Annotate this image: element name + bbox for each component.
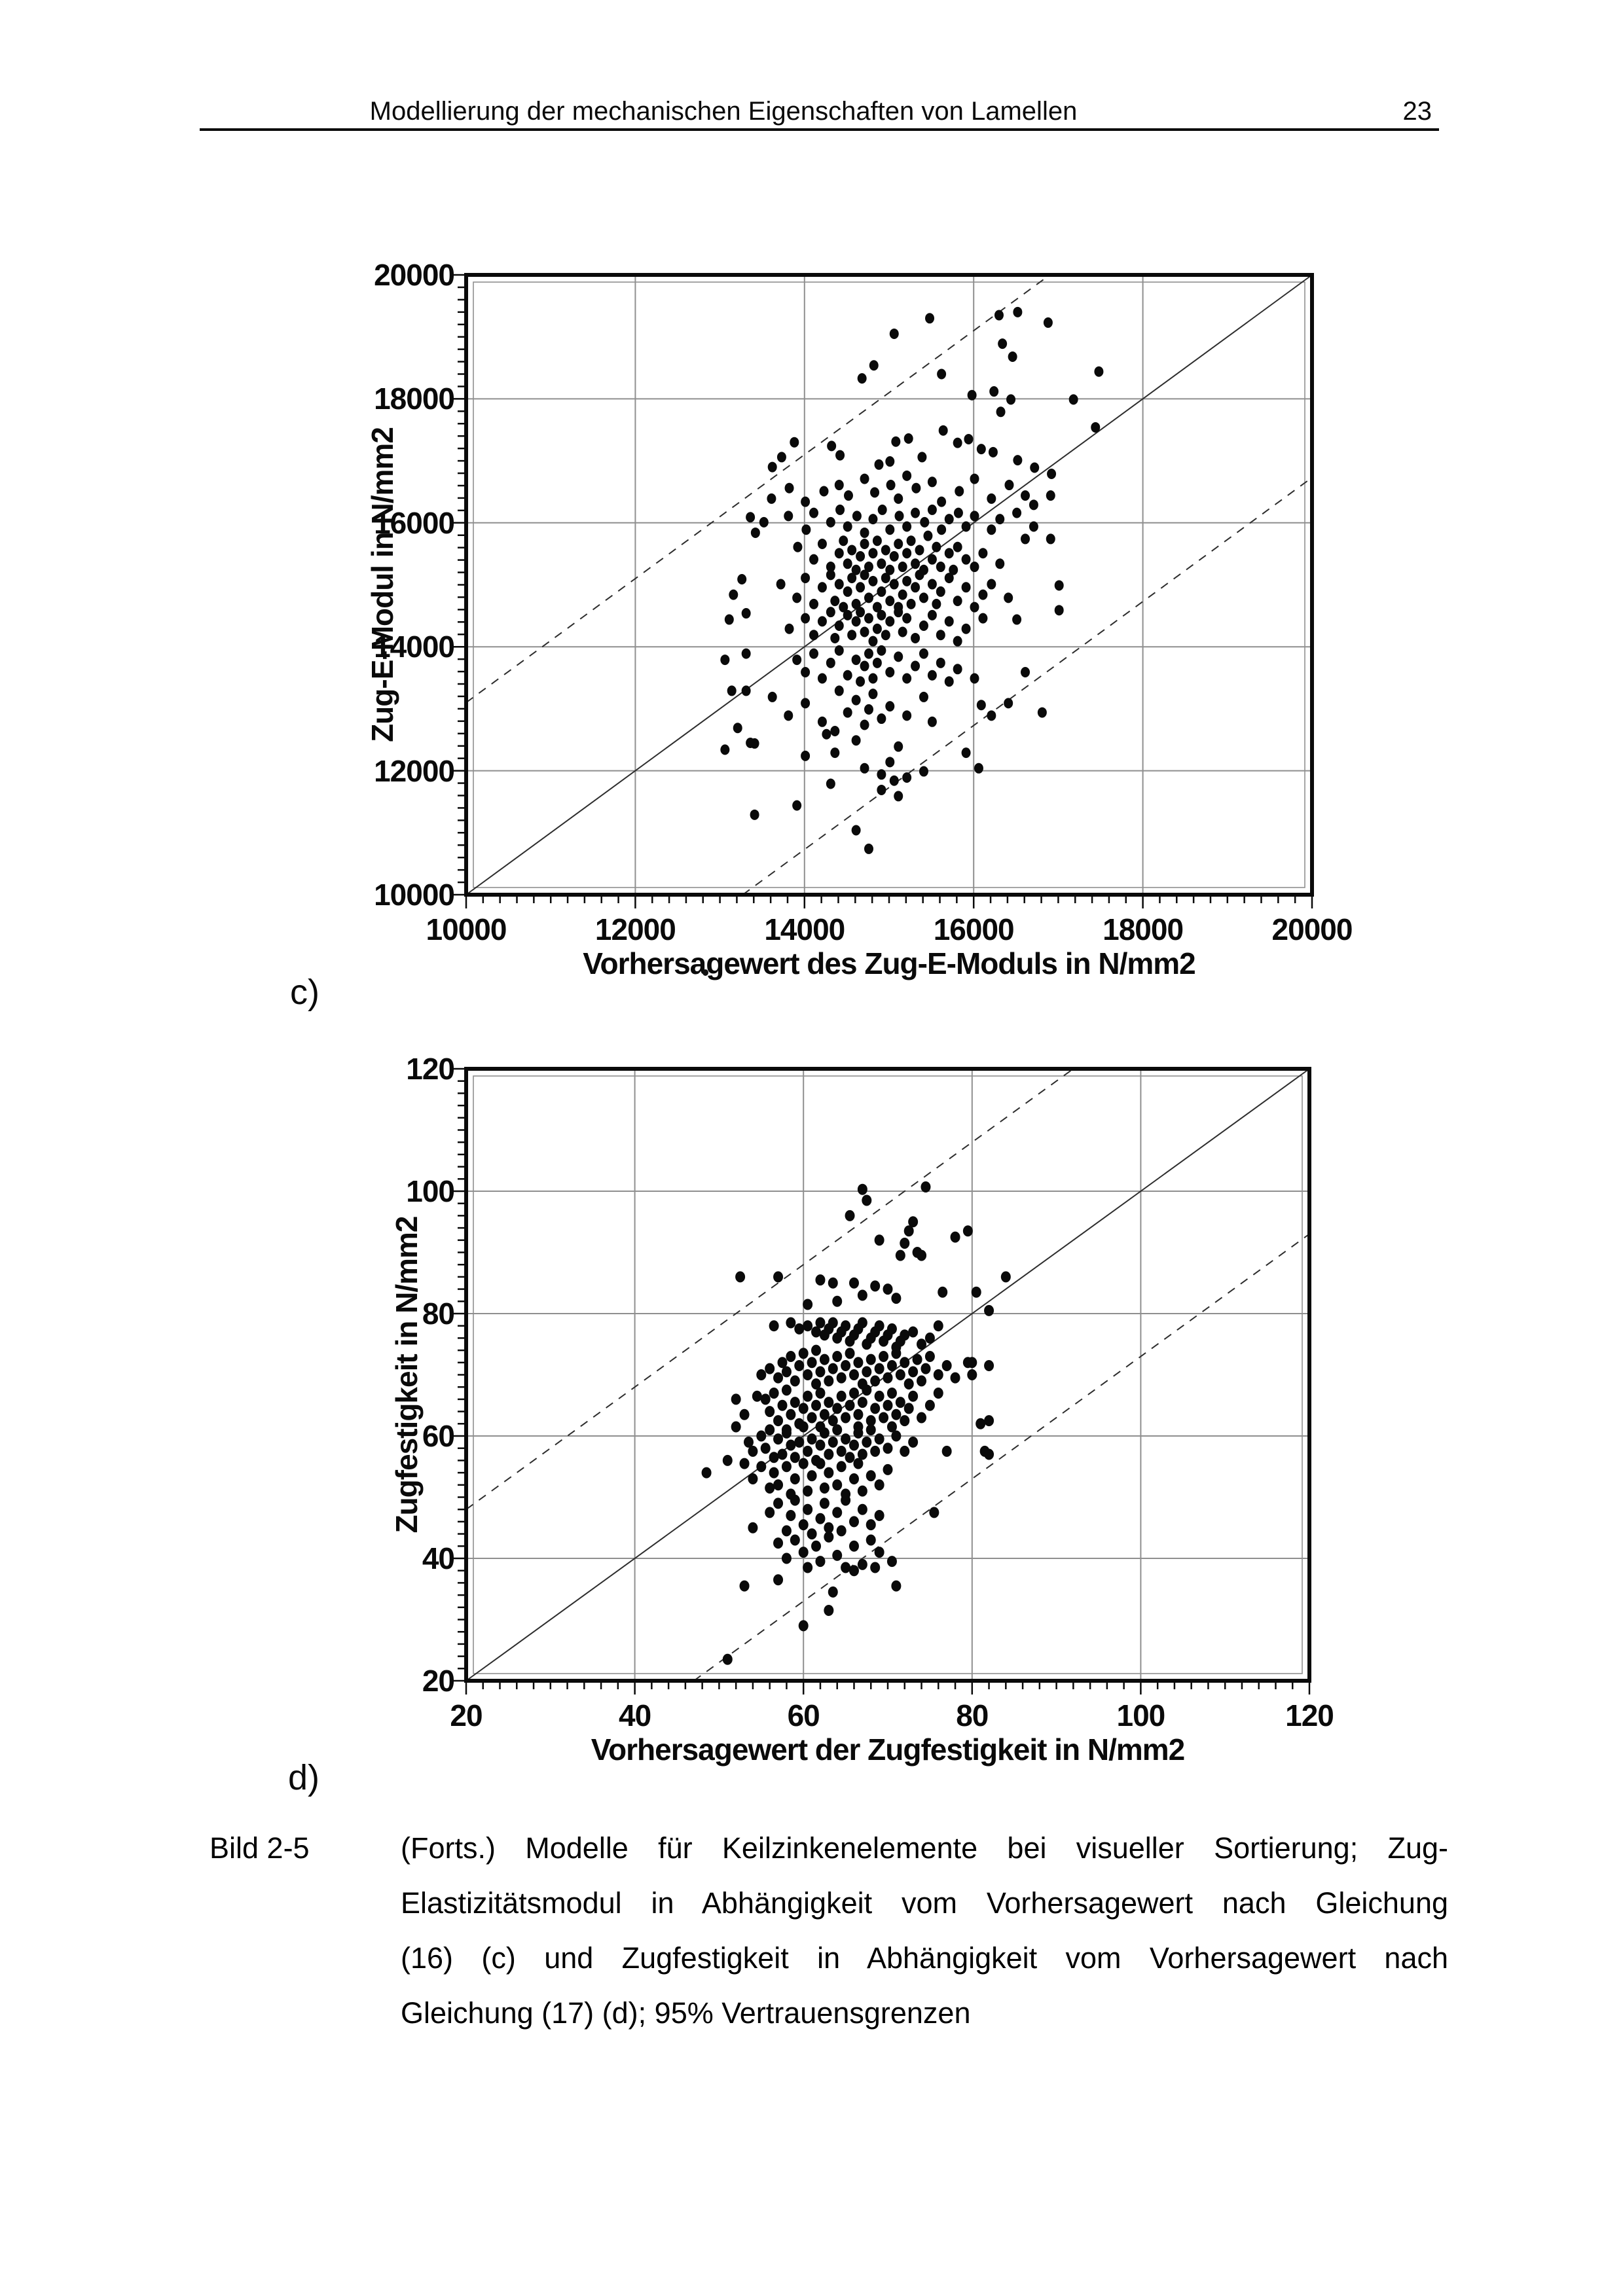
y-tick-label: 20 xyxy=(422,1664,455,1698)
x-tick-label: 14000 xyxy=(764,912,845,946)
y-tick-label: 10000 xyxy=(374,878,455,912)
chart-c: 10000 12000 14000 16000 18000 20000 10000 12000… xyxy=(365,259,1353,980)
x-tick-label: 100 xyxy=(1116,1698,1166,1732)
x-tick-label: 10000 xyxy=(426,912,507,946)
y-tick-label: 18000 xyxy=(374,382,455,416)
chart-d-x-axis-title: Vorhersagewert der Zugfestigkeit in N/mm… xyxy=(591,1732,1186,1767)
x-tick-label: 20000 xyxy=(1271,912,1353,946)
chart-c-plot: 10000 12000 14000 16000 18000 20000 10000 12000… xyxy=(374,259,1353,946)
y-tick-label: 100 xyxy=(406,1174,455,1208)
y-tick-label: 60 xyxy=(422,1419,455,1453)
x-tick-label: 12000 xyxy=(594,912,676,946)
chart-d-y-axis-title: Zugfestigkeit in N/mm2 xyxy=(390,1216,424,1534)
figure-caption-text: (Forts.) Modelle für Keilzinkenelemente … xyxy=(401,1821,1448,2041)
y-tick-label: 16000 xyxy=(374,505,455,540)
x-tick-label: 40 xyxy=(619,1698,651,1732)
panel-label-d: d) xyxy=(288,1758,320,1797)
header-rule xyxy=(200,128,1439,131)
header-title: Modellierung der mechanischen Eigenschaf… xyxy=(369,97,1078,126)
caption-line: Gleichung (17) (d); 95% Vertrauensgrenze… xyxy=(401,1996,971,2030)
figure-caption: Bild 2-5 (Forts.) Modelle für Keilzinken… xyxy=(210,1821,1453,2041)
caption-line: Elastizitätsmodul in Abhängigkeit vom Vo… xyxy=(401,1886,1448,1920)
chart-d-plot: 20 40 60 80 100 120 20 40 60 80 100 120 xyxy=(406,1053,1334,1732)
panel-label-c: c) xyxy=(290,973,319,1012)
caption-line: (16) (c) und Zugfestigkeit in Abhängigke… xyxy=(401,1941,1448,1975)
y-tick-label: 14000 xyxy=(374,630,455,664)
x-tick-label: 80 xyxy=(956,1698,989,1732)
x-tick-label: 18000 xyxy=(1103,912,1184,946)
scatter-canvas-c xyxy=(452,273,1314,908)
figure-caption-label: Bild 2-5 xyxy=(210,1831,310,1865)
y-tick-label: 12000 xyxy=(374,753,455,788)
y-tick-label: 40 xyxy=(422,1541,455,1575)
page-number: 23 xyxy=(1402,97,1432,126)
y-tick-label: 120 xyxy=(406,1052,455,1086)
x-tick-label: 60 xyxy=(787,1698,820,1732)
chart-d: 20 40 60 80 100 120 20 40 60 80 100 120 Vorhersagew… xyxy=(390,1053,1334,1767)
caption-line: (Forts.) Modelle für Keilzinkenelemente … xyxy=(401,1831,1448,1865)
scatter-canvas-d xyxy=(452,1067,1311,1695)
y-tick-label: 80 xyxy=(422,1297,455,1331)
chart-c-x-axis-title: Vorhersagewert des Zug-E-Moduls in N/mm2 xyxy=(583,946,1196,980)
y-tick-label: 20000 xyxy=(374,258,455,292)
x-tick-label: 20 xyxy=(450,1698,483,1732)
chart-c-y-axis-title: Zug-E-Modul in N/mm2 xyxy=(365,427,399,742)
x-tick-label: 16000 xyxy=(933,912,1015,946)
x-tick-label: 120 xyxy=(1285,1698,1334,1732)
stray-mark xyxy=(702,969,708,976)
